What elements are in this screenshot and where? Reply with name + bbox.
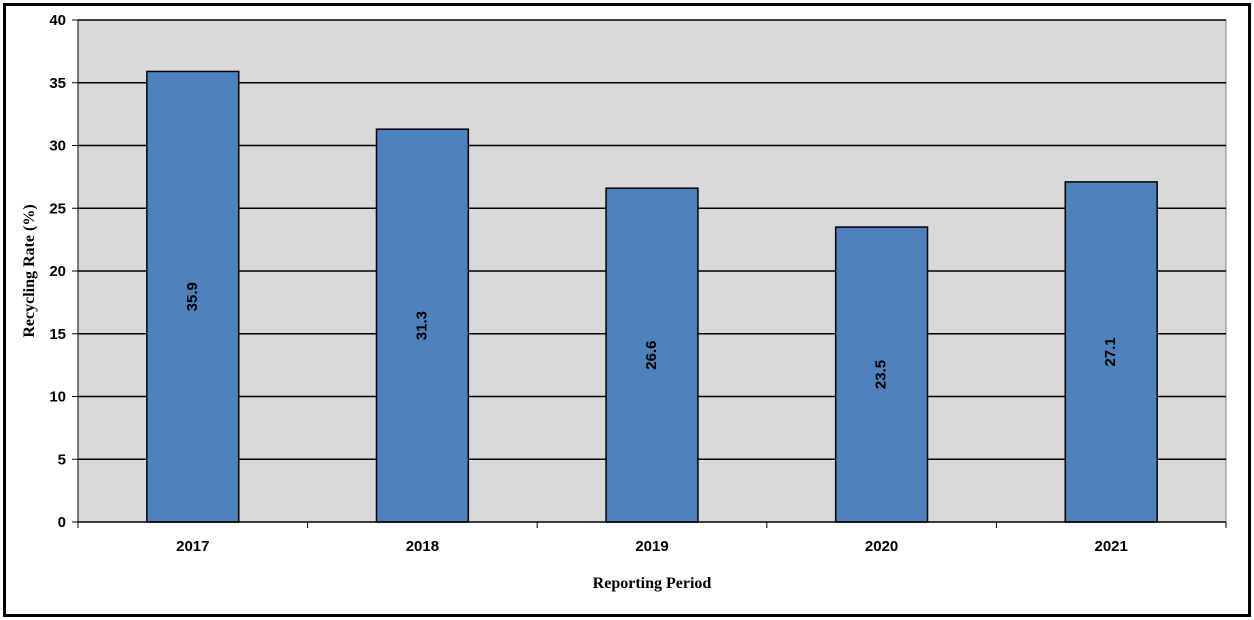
bar-value-label: 31.3 xyxy=(413,311,430,340)
data-labels: 35.9 31.3 26.6 23.5 27.1 xyxy=(184,282,1119,389)
bar xyxy=(834,226,929,523)
bars xyxy=(146,70,1158,523)
y-tick-label: 0 xyxy=(58,514,66,531)
y-tick-label: 10 xyxy=(49,389,66,406)
x-tick-label: 2021 xyxy=(1095,538,1128,555)
bar xyxy=(146,70,240,523)
x-axis-ticks: 2017 2018 2019 2020 2021 xyxy=(77,522,1227,555)
x-axis-title: Reporting Period xyxy=(593,575,712,592)
bar-value-label: 35.9 xyxy=(184,282,201,311)
y-tick-label: 40 xyxy=(49,12,66,29)
y-axis-ticks: 0 5 10 15 20 25 30 35 40 xyxy=(49,12,79,531)
x-tick-label: 2017 xyxy=(176,538,209,555)
y-tick-label: 5 xyxy=(58,451,66,468)
bar xyxy=(375,128,470,523)
bar xyxy=(605,187,699,523)
y-tick-label: 25 xyxy=(49,200,66,217)
y-tick-label: 15 xyxy=(49,326,66,343)
x-tick-label: 2018 xyxy=(406,538,439,555)
y-tick-label: 30 xyxy=(49,138,66,155)
y-tick-label: 20 xyxy=(49,263,66,280)
x-tick-label: 2020 xyxy=(865,538,898,555)
bar-value-label: 23.5 xyxy=(873,360,890,389)
bar-value-label: 26.6 xyxy=(643,340,660,369)
bar xyxy=(1064,181,1158,523)
bar-value-label: 27.1 xyxy=(1102,337,1119,366)
y-tick-label: 35 xyxy=(49,75,66,92)
x-tick-label: 2019 xyxy=(635,538,668,555)
y-axis-title: Recycling Rate (%) xyxy=(21,204,38,337)
